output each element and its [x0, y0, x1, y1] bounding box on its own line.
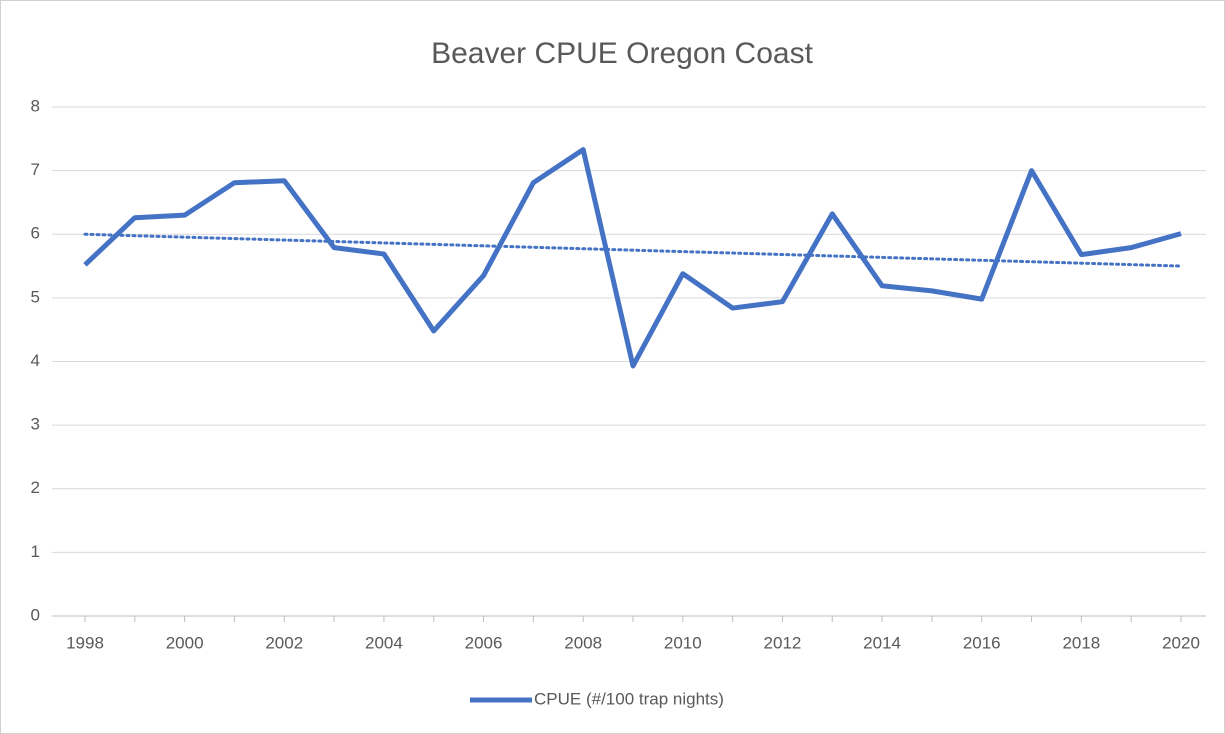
- y-tick-label: 7: [31, 160, 40, 179]
- x-tick-label: 2004: [365, 633, 403, 652]
- x-tick-label: 2014: [863, 633, 901, 652]
- x-tick-label: 2016: [963, 633, 1001, 652]
- y-tick-label: 4: [31, 351, 40, 370]
- chart-title: Beaver CPUE Oregon Coast: [431, 37, 814, 70]
- x-tick-label: 2010: [664, 633, 702, 652]
- y-tick-label: 6: [31, 224, 40, 243]
- data-line: [83, 147, 1182, 369]
- x-tick-label: 1998: [66, 633, 104, 652]
- y-tick-label: 5: [31, 287, 40, 306]
- x-tick-label: 2002: [265, 633, 303, 652]
- y-tick-label: 0: [31, 605, 40, 624]
- x-tick-label: 2000: [166, 633, 204, 652]
- x-tick-label: 2008: [564, 633, 602, 652]
- y-tick-label: 2: [31, 478, 40, 497]
- y-tick-label: 3: [31, 415, 40, 434]
- x-tick-label: 2018: [1062, 633, 1100, 652]
- x-tick-label: 2012: [764, 633, 802, 652]
- y-tick-label: 8: [31, 96, 40, 115]
- legend-label: CPUE (#/100 trap nights): [534, 689, 724, 708]
- y-tick-label: 1: [31, 542, 40, 561]
- x-tick-label: 2006: [465, 633, 503, 652]
- x-tick-label: 2020: [1162, 633, 1200, 652]
